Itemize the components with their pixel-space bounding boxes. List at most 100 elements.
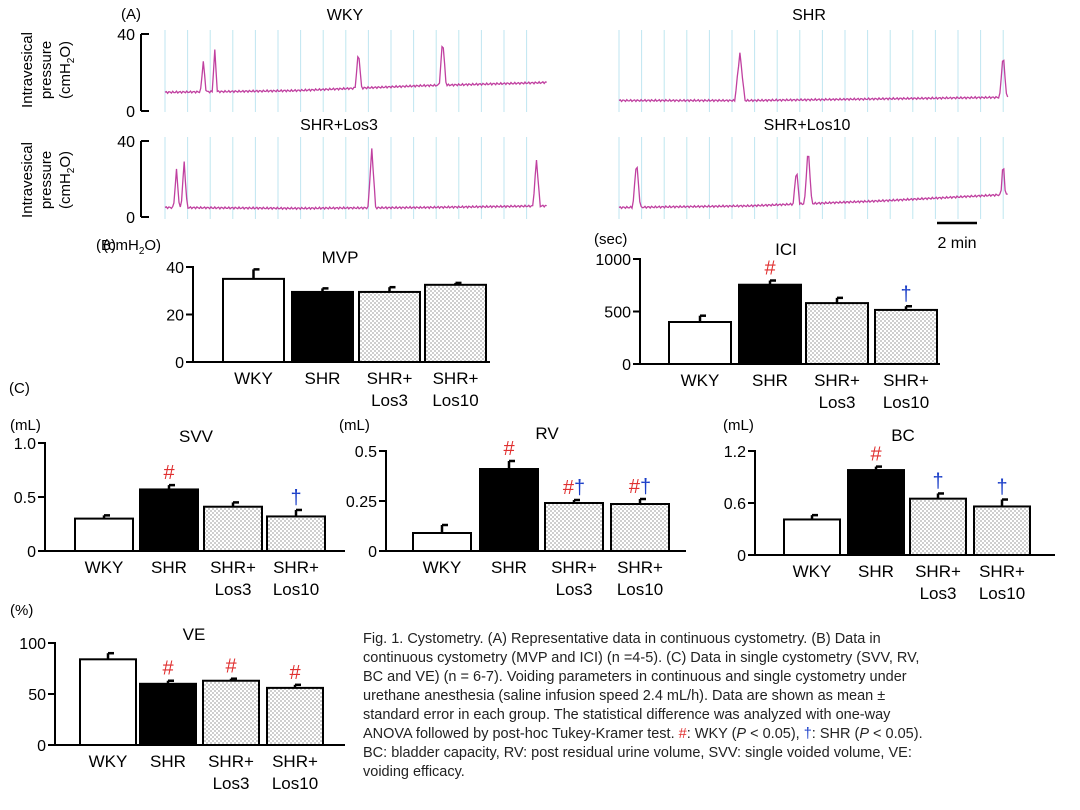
pressure-axis: 40 0 Intravesical pressure (cmH2O): [19, 27, 149, 121]
trace-title: SHR+Los3: [300, 117, 378, 134]
caption-line: ANOVA followed by post-hoc Tukey-Kramer …: [363, 725, 1075, 744]
y-tick-label: 0: [175, 355, 184, 372]
category-label: WKY: [85, 558, 124, 577]
bar: [203, 505, 263, 552]
bar: [74, 517, 134, 552]
y-tick-label: 1000: [595, 252, 631, 269]
bar: [291, 290, 354, 363]
unit-label: (mL): [339, 417, 370, 434]
chart-title: RV: [535, 424, 559, 443]
bar: [412, 532, 472, 552]
pressure-trace: [164, 148, 547, 211]
bar: [805, 302, 869, 366]
category-label: WKY: [793, 562, 832, 581]
bar: [973, 505, 1031, 557]
y-axis-label: Intravesical pressure (cmH2O): [19, 32, 77, 108]
trace-title: SHR: [792, 7, 826, 24]
y-tick-label: 50: [28, 687, 46, 704]
caption-text: ANOVA followed by post-hoc Tukey-Kramer …: [363, 726, 675, 742]
category-label: WKY: [234, 369, 273, 388]
category-label: SHR+ Los3: [814, 371, 860, 412]
bar: [139, 488, 199, 553]
y-tick-label: 20: [166, 308, 184, 325]
bar: [738, 283, 802, 366]
y-tick-label: 0.6: [724, 496, 746, 513]
bar: [874, 308, 938, 365]
bar-chart-rv: RV (mL) WKY # SHR #† SHR+ Los3 #† SHR+ Los10 0 0.25 0…: [339, 417, 686, 599]
category-label: SHR: [752, 371, 788, 390]
trace-panel: SHR: [618, 7, 1009, 112]
tick-label: 40: [117, 134, 135, 151]
unit-label: (sec): [594, 231, 627, 248]
panel-label-a: (A): [121, 6, 141, 23]
y-tick-label: 1.2: [724, 444, 746, 461]
bar: [544, 502, 604, 552]
bar: [783, 518, 841, 557]
category-label: SHR+ Los10: [272, 752, 318, 793]
tick-label: 0: [126, 104, 135, 121]
bar: [424, 283, 487, 363]
category-label: SHR: [151, 558, 187, 577]
y-axis-label: Intravesical pressure (cmH2O): [19, 142, 77, 218]
bar: [266, 515, 326, 553]
category-label: SHR+ Los10: [273, 558, 319, 599]
unit-label: (cmH2O): [103, 237, 161, 257]
caption-line: urethane anesthesia (saline infusion spe…: [363, 688, 886, 704]
y-tick-label: 0: [37, 738, 46, 755]
trace-panel: SHR+Los10: [618, 117, 1008, 219]
category-label: SHR+ Los10: [617, 558, 663, 599]
bar: [222, 277, 285, 363]
category-label: SHR+ Los10: [979, 562, 1025, 603]
caption-line: standard error in each group. The statis…: [363, 707, 891, 723]
chart-title: BC: [891, 426, 915, 445]
bar: [610, 503, 670, 552]
bar: [479, 468, 539, 552]
category-label: SHR+ Los3: [208, 752, 254, 793]
caption-text: : WKY (: [686, 726, 737, 742]
pressure-trace: [618, 155, 1008, 210]
y-tick-label: 1.0: [14, 436, 36, 453]
bar: [358, 290, 421, 363]
bar: [79, 658, 137, 747]
bar-chart-svv: SVV (mL) WKY # SHR SHR+ Los3 † SHR+ Los10 0 0.5 1.0: [10, 417, 345, 599]
chart-title: ICI: [775, 240, 797, 259]
bar: [202, 679, 260, 746]
caption-line: voiding efficacy.: [363, 764, 465, 780]
bar: [847, 469, 905, 557]
pressure-axis: 40 0 Intravesical pressure (cmH2O): [19, 134, 149, 227]
y-tick-label: 0: [368, 544, 377, 561]
bar-chart-bc: BC (mL) WKY # SHR † SHR+ Los3 † SHR+ Los10 0 0.6 1.2: [723, 417, 1055, 603]
category-label: WKY: [89, 752, 128, 771]
category-label: SHR: [491, 558, 527, 577]
y-tick-label: 500: [604, 305, 631, 322]
caption-text: < 0.05).: [869, 726, 923, 742]
panel-label-c: (C): [9, 380, 30, 397]
trace-title: SHR+Los10: [764, 117, 851, 134]
caption-line: Fig. 1. Cystometry. (A) Representative d…: [363, 631, 881, 647]
pressure-trace: [164, 45, 547, 95]
caption-dagger-symbol: †: [803, 726, 812, 742]
unit-label: (mL): [10, 417, 41, 434]
trace-panels: WKY SHR SHR+Los3 SHR+Los10 40 0 Intravesical pr…: [19, 7, 1009, 252]
bar: [266, 686, 324, 747]
y-tick-label: 0.5: [355, 444, 377, 461]
bar-chart-mvp: MVP (cmH2O) WKY SHR SHR+ Los3 SHR+ Los10 0 20 40: [103, 237, 490, 410]
trace-title: WKY: [327, 7, 364, 24]
category-label: SHR+ Los3: [367, 369, 413, 410]
significance-mark: #: [289, 662, 301, 684]
y-tick-label: 100: [19, 636, 46, 653]
y-tick-label: 0: [737, 548, 746, 565]
unit-label: (%): [10, 602, 33, 619]
y-tick-label: 0: [622, 357, 631, 374]
chart-title: MVP: [322, 248, 359, 267]
chart-title: SVV: [179, 427, 214, 446]
caption-line: continuous cystometry (MVP and ICI) (n =…: [363, 650, 920, 666]
y-tick-label: 0.5: [14, 490, 36, 507]
category-label: SHR+ Los3: [915, 562, 961, 603]
bar: [668, 321, 732, 365]
y-tick-label: 40: [166, 260, 184, 277]
significance-mark: †: [290, 487, 301, 509]
category-label: SHR+ Los3: [551, 558, 597, 599]
caption-p: P: [859, 726, 869, 742]
